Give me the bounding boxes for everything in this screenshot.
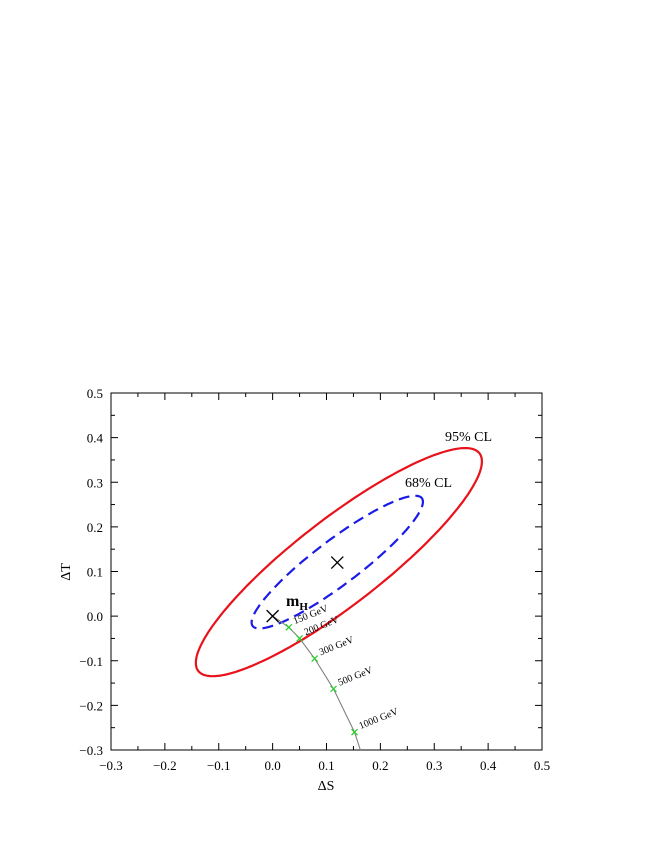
y-axis-title: ΔT	[59, 563, 74, 581]
mh-label-main: m	[286, 593, 300, 610]
x-tick-labels: −0.3 −0.2 −0.1 0.0 0.1 0.2 0.3 0.4 0.5	[99, 758, 550, 773]
mass-marker-label: 1000 GeV	[358, 706, 401, 732]
contour-label-95: 95% CL	[445, 430, 492, 445]
x-axis-title: ΔS	[318, 779, 335, 794]
y-tick-label: −0.1	[79, 654, 103, 669]
mass-marker-stroke	[285, 623, 293, 631]
mass-marker	[285, 623, 293, 631]
y-tick-label: 0.2	[87, 520, 103, 535]
reference-point-marker-stroke	[266, 609, 280, 623]
x-tick-label: −0.2	[153, 758, 177, 773]
y-tick-labels: −0.3 −0.2 −0.1 0.0 0.1 0.2 0.3 0.4 0.5	[79, 386, 103, 758]
mass-marker-stroke	[296, 635, 303, 642]
y-tick-label: 0.0	[87, 609, 103, 624]
y-tick-label: −0.2	[79, 698, 103, 713]
x-tick-label: 0.0	[265, 758, 281, 773]
mass-marker-label: 500 GeV	[337, 665, 376, 689]
contour-68cl	[250, 494, 424, 630]
mass-marker-stroke	[351, 728, 358, 736]
reference-point-marker	[266, 609, 280, 623]
x-tick-label: 0.1	[318, 758, 334, 773]
mh-label: mH	[286, 593, 308, 613]
best-fit-marker	[330, 556, 344, 570]
y-tick-label: 0.3	[87, 475, 103, 490]
cross-markers	[266, 556, 344, 623]
mass-marker-stroke	[330, 685, 337, 693]
y-tick-label: −0.3	[79, 743, 103, 758]
mass-marker-stroke	[311, 655, 319, 662]
x-tick-label: 0.4	[480, 758, 497, 773]
x-tick-label: −0.1	[207, 758, 231, 773]
mass-marker	[296, 635, 303, 642]
mh-label-sub: H	[299, 601, 308, 613]
best-fit-marker-stroke	[330, 556, 344, 570]
axis-ticks	[110, 392, 543, 751]
contours	[194, 447, 484, 678]
mass-marker	[311, 655, 319, 662]
contour-95cl	[194, 447, 484, 678]
y-tick-label: 0.5	[87, 386, 103, 401]
mass-marker	[351, 728, 358, 736]
x-tick-label: 0.3	[426, 758, 442, 773]
y-tick-label: 0.4	[87, 431, 104, 446]
x-tick-label: −0.3	[99, 758, 123, 773]
plot-frame	[110, 392, 543, 751]
x-tick-label: 0.2	[372, 758, 388, 773]
mass-marker	[330, 685, 337, 693]
x-tick-label: 0.5	[534, 758, 550, 773]
y-tick-label: 0.1	[87, 565, 103, 580]
contour-label-68: 68% CL	[405, 476, 452, 491]
mass-marker-label: 300 GeV	[318, 634, 357, 658]
